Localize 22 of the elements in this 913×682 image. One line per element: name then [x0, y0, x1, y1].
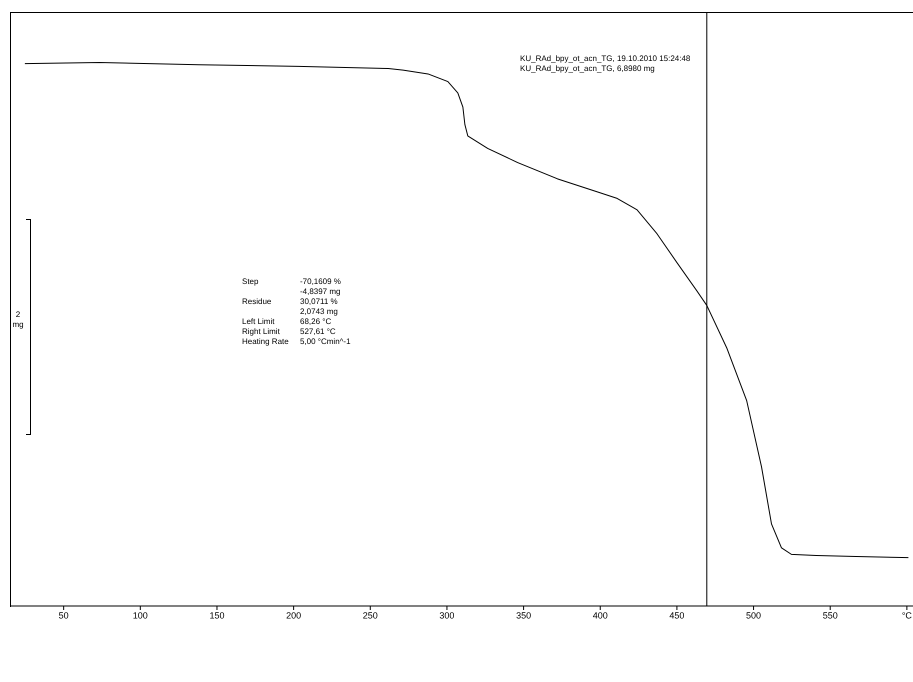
x-tick-label: 450: [669, 610, 684, 620]
x-tick-label: 300: [439, 610, 454, 620]
x-tick-label: 500: [746, 610, 762, 620]
x-tick-label: 250: [362, 610, 378, 620]
text: Right Limit 527,61 °C: [242, 327, 336, 336]
x-tick-label: 350: [516, 610, 532, 620]
x-tick-label: 200: [286, 610, 302, 620]
x-tick-label: °C: [902, 610, 912, 620]
x-tick-label: 50: [58, 610, 69, 620]
text: Left Limit 68,26 °C: [242, 317, 332, 326]
text: Residue 30,0711 %: [242, 297, 338, 306]
annotation: 2,0743 mg: [300, 307, 338, 317]
x-tick-label: 550: [822, 610, 838, 620]
text: Heating Rate 5,00 °Cmin^-1: [242, 337, 351, 346]
x-tick-label: 400: [592, 610, 608, 620]
annotation: -4,8397 mg: [300, 287, 340, 297]
annotation: 2 mg: [11, 310, 25, 330]
annotation: KU_RAd_bpy_ot_acn_TG, 6,8980 mg: [520, 64, 656, 74]
text: Step -70,1609 %: [242, 277, 341, 286]
x-tick-label: 150: [209, 610, 224, 620]
x-tick-label: 100: [132, 610, 148, 620]
annotation: KU_RAd_bpy_ot_acn_TG, 19.10.2010 15:24:48: [520, 54, 690, 64]
